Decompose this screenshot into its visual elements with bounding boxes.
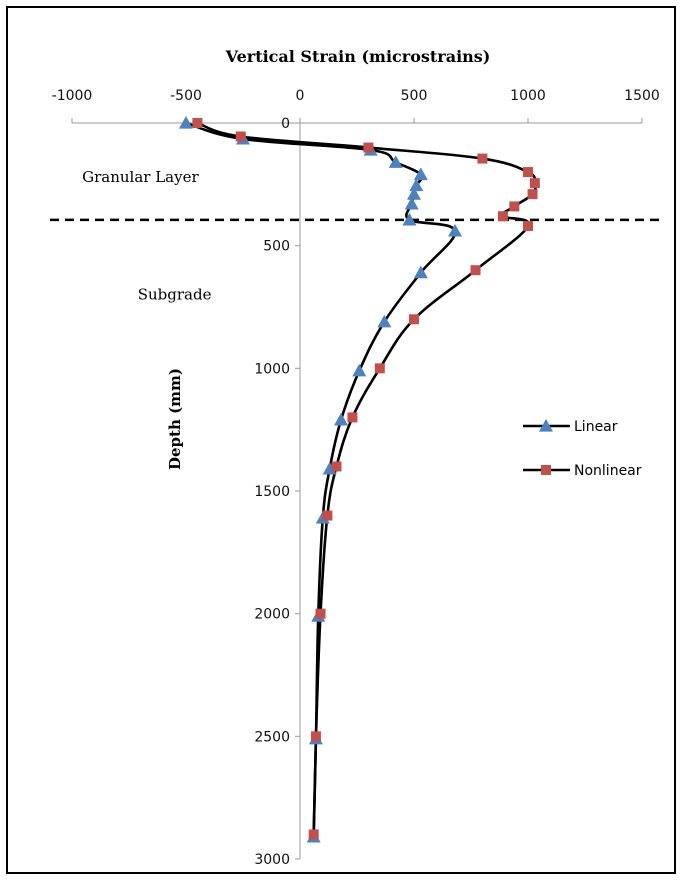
data-point-nonlinear xyxy=(477,153,488,164)
data-point-linear xyxy=(404,196,419,210)
y-tick-label: 500 xyxy=(263,239,290,255)
data-point-linear xyxy=(413,167,428,181)
data-point-nonlinear xyxy=(527,189,538,200)
data-point-linear xyxy=(402,212,417,226)
data-point-nonlinear xyxy=(509,201,520,212)
y-tick-label: 3000 xyxy=(254,852,290,868)
data-point-nonlinear xyxy=(192,118,203,128)
legend-label-nonlinear: Nonlinear xyxy=(574,463,642,479)
legend-item-linear: Linear xyxy=(523,419,618,435)
data-point-nonlinear xyxy=(374,363,385,374)
data-point-nonlinear xyxy=(523,221,533,232)
data-point-nonlinear xyxy=(308,829,319,840)
subgrade-label: Subgrade xyxy=(138,286,212,304)
data-point-nonlinear xyxy=(409,314,419,325)
data-point-linear xyxy=(388,155,403,168)
series-markers-nonlinear xyxy=(192,118,540,840)
legend-item-nonlinear: Nonlinear xyxy=(523,463,642,479)
data-point-linear xyxy=(334,412,349,426)
x-tick-label: -500 xyxy=(170,88,202,104)
data-point-linear xyxy=(377,314,392,328)
series-line-linear xyxy=(185,121,457,837)
data-point-linear xyxy=(352,363,367,377)
series-linear xyxy=(185,121,457,837)
x-tick-label: 1000 xyxy=(510,88,546,104)
series-line-nonlinear xyxy=(196,121,537,835)
legend-marker-linear xyxy=(539,419,553,432)
data-point-linear xyxy=(448,223,463,237)
data-point-nonlinear xyxy=(310,731,321,742)
data-point-nonlinear xyxy=(322,510,333,521)
chart-frame xyxy=(6,6,676,874)
data-point-nonlinear xyxy=(331,461,342,472)
series-group xyxy=(179,116,540,843)
data-point-nonlinear xyxy=(363,142,374,153)
x-tick-label: 0 xyxy=(296,88,305,104)
y-tick-label: 2000 xyxy=(254,607,290,623)
annotation-group: Granular Layer Subgrade xyxy=(82,168,211,304)
x-tick-label: 500 xyxy=(401,88,428,104)
data-point-linear xyxy=(409,178,424,192)
y-axis-label: Depth (mm) xyxy=(166,368,184,470)
data-point-nonlinear xyxy=(529,178,540,189)
data-point-nonlinear xyxy=(347,412,358,423)
data-point-linear xyxy=(407,187,421,200)
chart-title: Vertical Strain (microstrains) xyxy=(225,47,491,66)
data-point-nonlinear xyxy=(470,265,481,276)
legend-label-linear: Linear xyxy=(574,419,618,435)
data-point-nonlinear xyxy=(315,608,326,619)
x-tick-label: 1500 xyxy=(624,88,660,104)
y-tick-label: 2500 xyxy=(254,729,290,745)
data-point-nonlinear xyxy=(497,211,508,222)
y-axis: 0 500 1000 1500 2000 2500 3000 xyxy=(254,116,301,868)
y-tick-label: 1500 xyxy=(254,484,290,500)
granular-layer-label: Granular Layer xyxy=(82,168,199,186)
y-tick-label: 1000 xyxy=(254,361,290,377)
legend: Linear Nonlinear xyxy=(523,419,642,479)
data-point-nonlinear xyxy=(523,167,533,178)
data-point-nonlinear xyxy=(235,131,246,142)
y-tick-label: 0 xyxy=(281,116,290,132)
x-tick-label: -1000 xyxy=(52,88,93,104)
data-point-linear xyxy=(179,116,193,129)
series-nonlinear xyxy=(196,121,537,835)
x-axis: -1000 -500 0 500 1000 1500 xyxy=(52,88,660,124)
data-point-linear xyxy=(413,265,428,279)
legend-marker-nonlinear xyxy=(541,465,551,475)
